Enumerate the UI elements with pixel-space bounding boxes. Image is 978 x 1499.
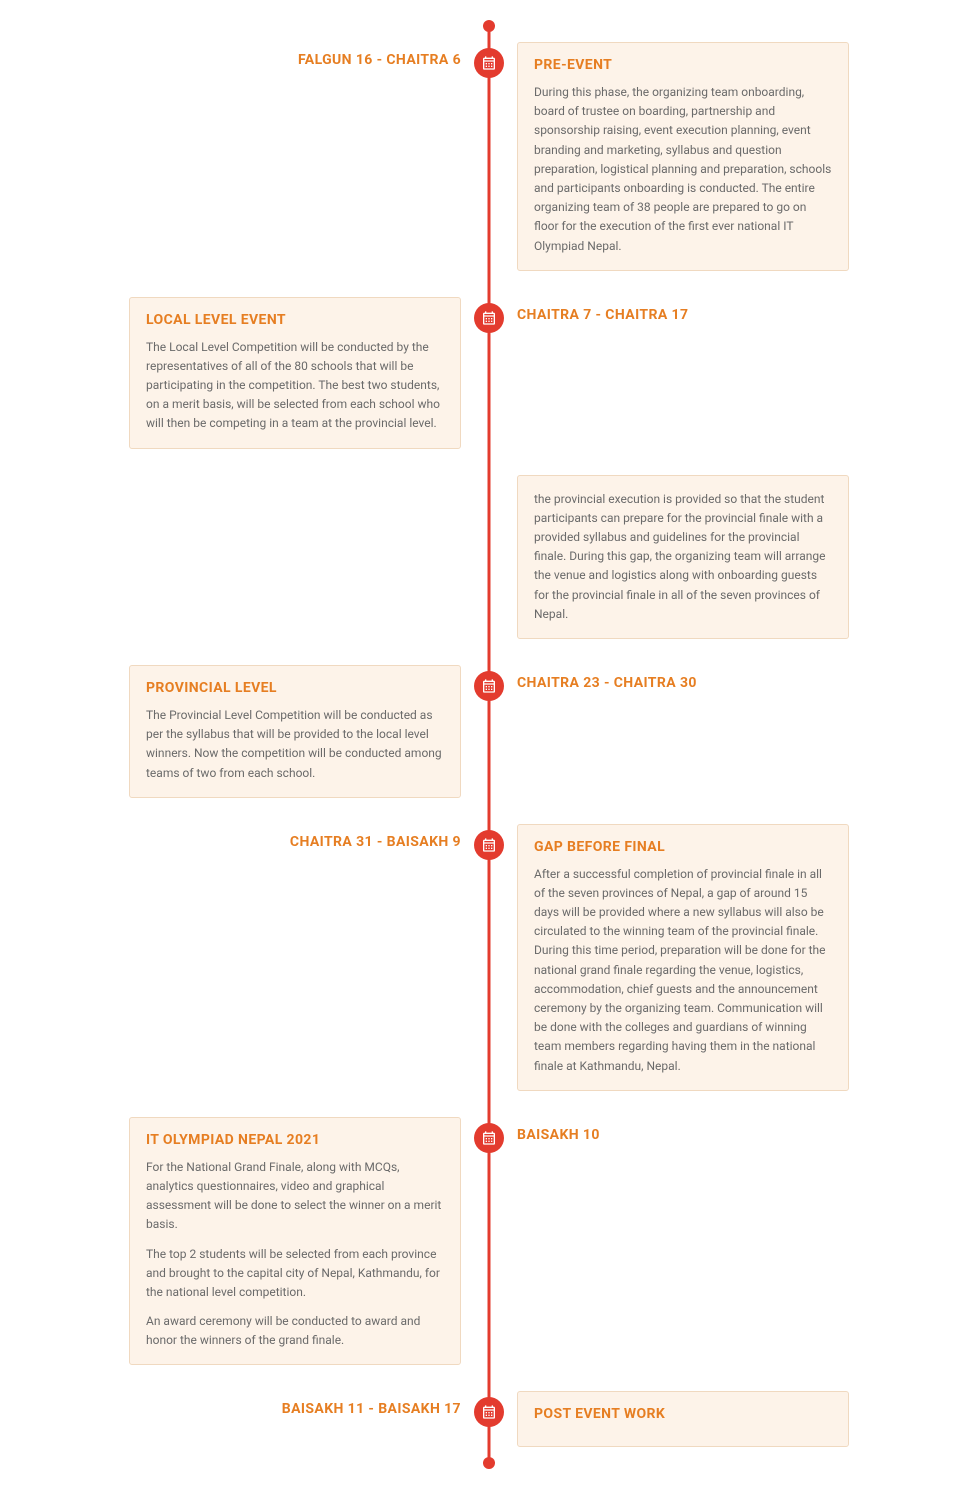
timeline-date: BAISAKH 10 <box>517 1127 600 1143</box>
card-paragraph: After a successful completion of provinc… <box>534 865 832 1076</box>
timeline-card: LOCAL LEVEL EVENT The Local Level Competi… <box>129 297 461 449</box>
calendar-icon <box>481 310 497 326</box>
card-paragraph: During this phase, the organizing team o… <box>534 83 832 256</box>
timeline-date: FALGUN 16 - CHAITRA 6 <box>298 52 461 68</box>
calendar-icon <box>481 1130 497 1146</box>
timeline: FALGUN 16 - CHAITRA 6 PRE-EVENT During thi… <box>0 20 978 1469</box>
timeline-item: BAISAKH 10 IT OLYMPIAD NEPAL 2021 For the … <box>0 1117 978 1366</box>
card-paragraph: The top 2 students will be selected from… <box>146 1245 444 1303</box>
timeline-badge <box>474 830 504 860</box>
timeline-date: CHAITRA 23 - CHAITRA 30 <box>517 675 697 691</box>
timeline-badge <box>474 48 504 78</box>
card-body: After a successful completion of provinc… <box>534 865 832 1076</box>
timeline-date: CHAITRA 7 - CHAITRA 17 <box>517 307 688 323</box>
timeline-date: BAISAKH 11 - BAISAKH 17 <box>282 1401 461 1417</box>
card-body: The Provincial Level Competition will be… <box>146 706 444 783</box>
card-title: IT OLYMPIAD NEPAL 2021 <box>146 1132 444 1148</box>
timeline-card: GAP BEFORE FINAL After a successful compl… <box>517 824 849 1091</box>
timeline-item: CHAITRA 23 - CHAITRA 30 PROVINCIAL LEVEL T… <box>0 665 978 798</box>
calendar-icon <box>481 1404 497 1420</box>
card-paragraph: The Provincial Level Competition will be… <box>146 706 444 783</box>
timeline-badge <box>474 1123 504 1153</box>
card-paragraph: For the National Grand Finale, along wit… <box>146 1158 444 1235</box>
floating-card: the provincial execution is provided so … <box>517 475 849 639</box>
card-body: During this phase, the organizing team o… <box>534 83 832 256</box>
timeline-items: FALGUN 16 - CHAITRA 6 PRE-EVENT During thi… <box>0 20 978 1469</box>
timeline-card: PRE-EVENT During this phase, the organizi… <box>517 42 849 271</box>
calendar-icon <box>481 678 497 694</box>
timeline-card: POST EVENT WORK <box>517 1391 849 1447</box>
timeline-badge <box>474 1397 504 1427</box>
timeline-badge <box>474 303 504 333</box>
card-title: PROVINCIAL LEVEL <box>146 680 444 696</box>
card-title: PRE-EVENT <box>534 57 832 73</box>
card-paragraph: The Local Level Competition will be cond… <box>146 338 444 434</box>
timeline-badge <box>474 671 504 701</box>
calendar-icon <box>481 837 497 853</box>
timeline-item: CHAITRA 31 - BAISAKH 9 GAP BEFORE FINAL Af… <box>0 824 978 1091</box>
timeline-item: FALGUN 16 - CHAITRA 6 PRE-EVENT During thi… <box>0 42 978 271</box>
card-body: For the National Grand Finale, along wit… <box>146 1158 444 1351</box>
timeline-item: BAISAKH 11 - BAISAKH 17 POST EVENT WORK <box>0 1391 978 1447</box>
card-title: LOCAL LEVEL EVENT <box>146 312 444 328</box>
card-body: The Local Level Competition will be cond… <box>146 338 444 434</box>
timeline-card: IT OLYMPIAD NEPAL 2021 For the National G… <box>129 1117 461 1366</box>
card-paragraph: An award ceremony will be conducted to a… <box>146 1312 444 1350</box>
calendar-icon <box>481 55 497 71</box>
timeline-date: CHAITRA 31 - BAISAKH 9 <box>290 834 461 850</box>
card-title: GAP BEFORE FINAL <box>534 839 832 855</box>
timeline-card: PROVINCIAL LEVEL The Provincial Level Com… <box>129 665 461 798</box>
timeline-item: CHAITRA 7 - CHAITRA 17 LOCAL LEVEL EVENT T… <box>0 297 978 449</box>
card-title: POST EVENT WORK <box>534 1406 832 1422</box>
